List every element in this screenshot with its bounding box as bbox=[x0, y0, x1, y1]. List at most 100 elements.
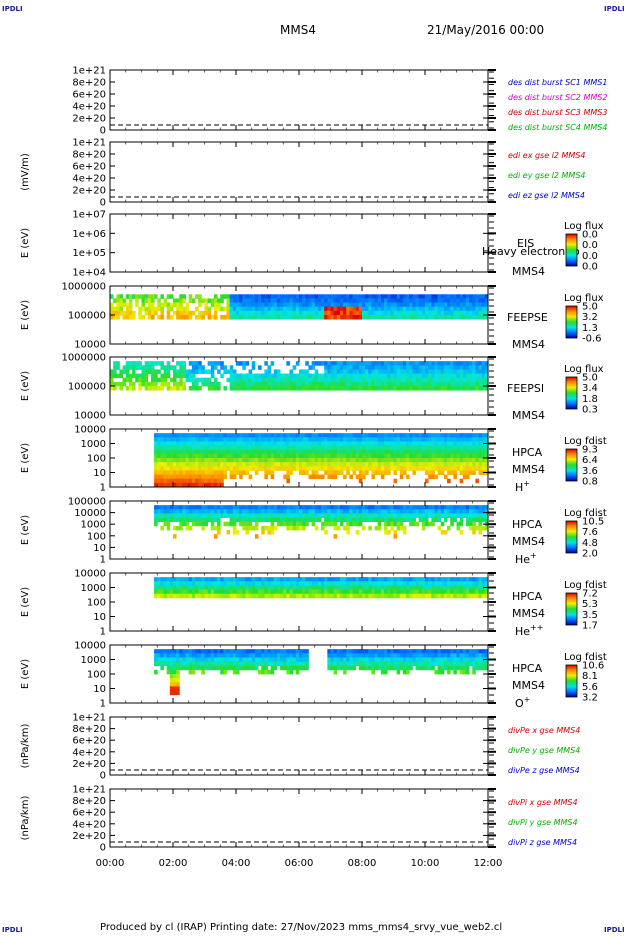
spectrogram-cell bbox=[428, 666, 432, 671]
spectrogram-cell bbox=[249, 649, 253, 654]
spectrogram-cell bbox=[220, 594, 224, 599]
spectrogram-cell bbox=[277, 594, 281, 599]
spectrogram-cell bbox=[277, 466, 281, 471]
spectrogram-cell bbox=[337, 581, 341, 586]
spectrogram-cell bbox=[129, 374, 133, 379]
spectrogram-cell bbox=[220, 662, 224, 667]
spectrogram-cell bbox=[173, 686, 177, 691]
spectrogram-cell bbox=[239, 513, 243, 518]
spectrogram-cell bbox=[186, 315, 190, 320]
spectrogram-cell bbox=[252, 365, 256, 370]
spectrogram-cell bbox=[116, 311, 120, 316]
spectrogram-cell bbox=[346, 513, 350, 518]
spectrogram-cell bbox=[164, 470, 168, 475]
spectrogram-cell bbox=[157, 657, 161, 662]
spectrogram-cell bbox=[425, 307, 429, 312]
spectrogram-cell bbox=[343, 581, 347, 586]
spectrogram-cell bbox=[387, 386, 391, 391]
spectrogram-cell bbox=[466, 590, 470, 595]
spectrogram-cell bbox=[195, 585, 199, 590]
spectrogram-cell bbox=[318, 433, 322, 438]
spectrogram-cell bbox=[179, 505, 183, 510]
spectrogram-cell bbox=[274, 590, 278, 595]
spectrogram-cell bbox=[353, 466, 357, 471]
spectrogram-cell bbox=[425, 311, 429, 316]
spectrogram-cell bbox=[378, 386, 382, 391]
spectrogram-cell bbox=[356, 594, 360, 599]
spectrogram-cell bbox=[223, 590, 227, 595]
spectrogram-cell bbox=[409, 462, 413, 467]
spectrogram-cell bbox=[283, 505, 287, 510]
colorbar-value: 5.0 bbox=[582, 373, 598, 384]
spectrogram-cell bbox=[463, 441, 467, 446]
spectrogram-cell bbox=[419, 437, 423, 442]
spectrogram-cell bbox=[356, 311, 360, 316]
spectrogram-cell bbox=[271, 437, 275, 442]
spectrogram-cell bbox=[378, 450, 382, 455]
spectrogram-cell bbox=[132, 315, 136, 320]
spectrogram-cell bbox=[394, 378, 398, 383]
spectrogram-cell bbox=[466, 670, 470, 675]
spectrogram-cell bbox=[409, 365, 413, 370]
spectrogram-cell bbox=[400, 450, 404, 455]
spectrogram-cell bbox=[321, 433, 325, 438]
spectrogram-cell bbox=[450, 382, 454, 387]
spectrogram-cell bbox=[245, 441, 249, 446]
spectrogram-cell bbox=[479, 657, 483, 662]
spectrogram-cell bbox=[160, 365, 164, 370]
spectrogram-cell bbox=[371, 518, 375, 523]
spectrogram-cell bbox=[428, 315, 432, 320]
spectrogram-cell bbox=[160, 590, 164, 595]
spectrogram-cell bbox=[444, 437, 448, 442]
spectrogram-cell bbox=[205, 590, 209, 595]
spectrogram-cell bbox=[179, 303, 183, 308]
spectrogram-cell bbox=[365, 581, 369, 586]
spectrogram-cell bbox=[315, 594, 319, 599]
spectrogram-cell bbox=[371, 649, 375, 654]
spectrogram-cell bbox=[349, 585, 353, 590]
spectrogram-cell bbox=[384, 509, 388, 514]
spectrogram-cell bbox=[412, 657, 416, 662]
spectrogram-cell bbox=[170, 585, 174, 590]
spectrogram-cell bbox=[308, 466, 312, 471]
colorbar bbox=[566, 593, 577, 625]
spectrogram-cell bbox=[214, 653, 218, 658]
spectrogram-cell bbox=[416, 386, 420, 391]
spectrogram-cell bbox=[255, 303, 259, 308]
spectrogram-cell bbox=[472, 446, 476, 451]
spectrogram-cell bbox=[349, 590, 353, 595]
spectrogram-cell bbox=[463, 462, 467, 467]
spectrogram-cell bbox=[280, 446, 284, 451]
spectrogram-cell bbox=[277, 522, 281, 527]
spectrogram-cell bbox=[422, 666, 426, 671]
spectrogram-cell bbox=[195, 315, 199, 320]
spectrogram-cell bbox=[223, 666, 227, 671]
spectrogram-cell bbox=[192, 594, 196, 599]
spectrogram-cell bbox=[460, 662, 464, 667]
spectrogram-cell bbox=[431, 522, 435, 527]
spectrogram-cell bbox=[321, 454, 325, 459]
spectrogram-cell bbox=[286, 662, 290, 667]
spectrogram-cell bbox=[397, 378, 401, 383]
spectrogram-cell bbox=[245, 585, 249, 590]
spectrogram-cell bbox=[208, 466, 212, 471]
spectrogram-cell bbox=[264, 458, 268, 463]
spectrogram-cell bbox=[271, 311, 275, 316]
spectrogram-cell bbox=[387, 577, 391, 582]
spectrogram-cell bbox=[217, 303, 221, 308]
spectrogram-cell bbox=[475, 446, 479, 451]
spectrogram-cell bbox=[173, 298, 177, 303]
spectrogram-cell bbox=[179, 361, 183, 366]
spectrogram-cell bbox=[324, 311, 328, 316]
y-tick-label: 100 bbox=[87, 598, 106, 609]
spectrogram-cell bbox=[271, 466, 275, 471]
spectrogram-cell bbox=[362, 365, 366, 370]
spectrogram-cell bbox=[286, 294, 290, 299]
spectrogram-cell bbox=[252, 454, 256, 459]
spectrogram-cell bbox=[239, 594, 243, 599]
spectrogram-cell bbox=[274, 441, 278, 446]
spectrogram-cell bbox=[331, 657, 335, 662]
spectrogram-cell bbox=[236, 433, 240, 438]
spectrogram-cell bbox=[450, 462, 454, 467]
spectrogram-cell bbox=[286, 462, 290, 467]
